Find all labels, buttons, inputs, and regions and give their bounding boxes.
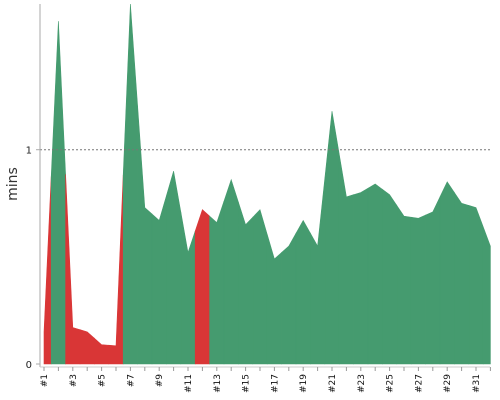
area-segment-build-5 <box>94 337 110 365</box>
area-segment-build-23 <box>353 187 369 365</box>
x-tick-label-build-19: #19 <box>299 374 309 393</box>
area-segment-build-1 <box>43 176 52 365</box>
area-segment-build-3 <box>65 174 81 365</box>
area-segment-build-22 <box>338 153 354 365</box>
x-tick-label-build-5: #5 <box>98 374 108 387</box>
area-segment-build-30 <box>454 191 470 365</box>
x-tick-label-build-29: #29 <box>443 374 453 393</box>
x-tick-label-build-25: #25 <box>386 374 396 393</box>
area-segment-build-7 <box>122 3 138 365</box>
x-tick-label-build-17: #17 <box>270 374 280 393</box>
x-tick-label-build-11: #11 <box>184 374 194 393</box>
area-segment-build-32 <box>482 226 491 365</box>
area-layer <box>43 3 491 365</box>
area-segment-build-16 <box>252 209 268 365</box>
area-segment-build-13 <box>209 201 225 365</box>
axis-layer: 0 1 #1 #3 #5 #7 #9 #11 #13 #15 #17 #19 #21 #23 #25 #27 #… <box>26 4 491 393</box>
x-tick-label-build-21: #21 <box>328 374 338 393</box>
area-segment-build-17 <box>266 234 282 365</box>
area-segment-build-29 <box>439 181 455 365</box>
x-tick-label-build-23: #23 <box>357 374 367 393</box>
area-segment-build-19 <box>295 219 311 365</box>
x-tick-label-build-13: #13 <box>213 374 223 393</box>
area-segment-build-6 <box>108 174 124 365</box>
area-segment-build-4 <box>79 329 95 365</box>
y-axis-title: mins <box>5 167 21 201</box>
area-segment-build-11 <box>180 211 196 365</box>
x-tick-label-build-1: #1 <box>40 374 50 387</box>
x-tick-label-build-7: #7 <box>126 374 136 387</box>
x-tick-label-build-27: #27 <box>414 374 424 393</box>
area-segment-build-25 <box>382 188 398 365</box>
area-segment-build-18 <box>281 232 297 365</box>
area-segment-build-14 <box>223 178 239 365</box>
area-segment-build-10 <box>166 171 182 365</box>
x-tick-label-build-3: #3 <box>69 374 79 387</box>
area-segment-build-24 <box>367 183 383 365</box>
area-segment-build-8 <box>137 105 153 365</box>
area-segment-build-31 <box>468 205 484 365</box>
area-segment-build-28 <box>425 196 441 365</box>
y-tick-label-0: 0 <box>26 360 32 371</box>
area-segment-build-20 <box>310 178 326 365</box>
y-tick-label-1: 1 <box>26 146 32 157</box>
area-segment-build-26 <box>396 204 412 365</box>
x-tick-label-build-15: #15 <box>242 374 252 393</box>
x-tick-label-build-31: #31 <box>472 374 482 393</box>
area-segment-build-27 <box>410 214 426 365</box>
area-segment-build-15 <box>238 202 254 365</box>
x-tick-label-build-9: #9 <box>155 374 165 388</box>
area-segment-build-21 <box>324 111 340 365</box>
area-segment-build-9 <box>151 195 167 365</box>
area-segment-build-2 <box>50 21 66 365</box>
area-segment-build-12 <box>194 209 210 365</box>
